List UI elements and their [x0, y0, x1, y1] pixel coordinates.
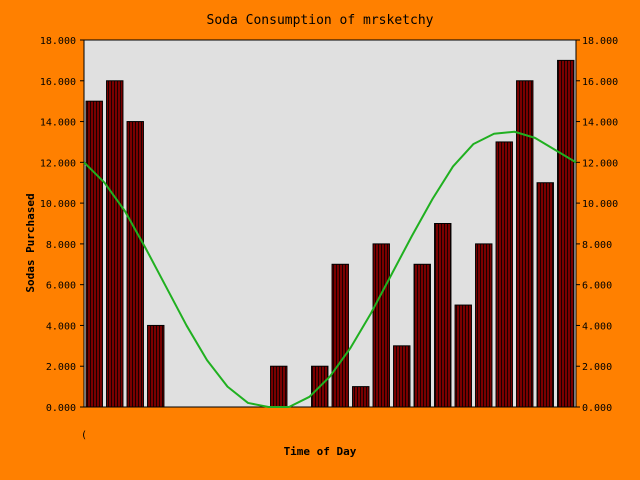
bar: [352, 386, 370, 408]
y-tick-label-right: 2.000: [582, 362, 612, 373]
bar: [331, 263, 349, 408]
trend-line-layer: [83, 130, 577, 408]
bar: [126, 121, 144, 408]
plot-area: [83, 39, 577, 408]
y-tick-label-right: 10.000: [582, 199, 618, 210]
bar: [85, 100, 103, 408]
bar: [434, 223, 452, 408]
bar: [413, 263, 431, 408]
trend-line: [83, 130, 577, 408]
y-tick-label-left: 8.000: [46, 240, 76, 251]
y-tick-label-left: 18.000: [40, 36, 76, 47]
y-ticks-layer: 0.000 0.000 2.000 2.000 4.000 4.000 6.000 6.000…: [40, 36, 618, 414]
bar: [536, 182, 554, 408]
bar: [516, 80, 534, 408]
y-tick-label-right: 6.000: [582, 281, 612, 292]
bar: [495, 141, 513, 408]
y-tick-label-left: 6.000: [46, 281, 76, 292]
bar: [454, 304, 472, 408]
bar: [475, 243, 493, 408]
y-tick-label-right: 14.000: [582, 118, 618, 129]
y-tick-label-left: 14.000: [40, 118, 76, 129]
bar: [557, 59, 575, 408]
x-axis-title: Time of Day: [284, 445, 357, 458]
x-tick-label: (: [81, 430, 87, 441]
y-axis-title: Sodas Purchased: [24, 193, 37, 292]
bar: [106, 80, 124, 408]
y-tick-label-left: 0.000: [46, 403, 76, 414]
bar: [372, 243, 390, 408]
bar: [147, 324, 165, 408]
y-tick-label-right: 0.000: [582, 403, 612, 414]
chart-title: Soda Consumption of mrsketchy: [207, 13, 434, 28]
y-tick-label-right: 18.000: [582, 36, 618, 47]
y-tick-label-right: 16.000: [582, 77, 618, 88]
y-tick-label-left: 4.000: [46, 321, 76, 332]
y-tick-label-left: 12.000: [40, 158, 76, 169]
y-tick-label-left: 16.000: [40, 77, 76, 88]
y-tick-label-right: 4.000: [582, 321, 612, 332]
bar: [270, 365, 288, 408]
y-tick-label-left: 10.000: [40, 199, 76, 210]
y-tick-label-right: 8.000: [582, 240, 612, 251]
y-tick-label-left: 2.000: [46, 362, 76, 373]
bar: [393, 345, 411, 408]
y-tick-label-right: 12.000: [582, 158, 618, 169]
